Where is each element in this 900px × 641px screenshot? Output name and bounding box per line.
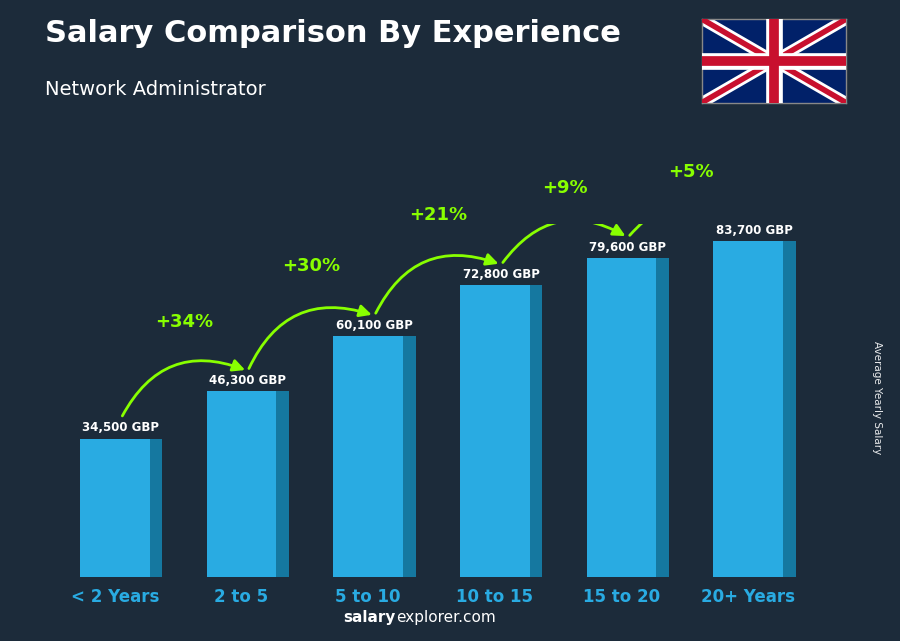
Bar	[460, 285, 530, 577]
FancyArrowPatch shape	[503, 221, 623, 262]
Text: 83,700 GBP: 83,700 GBP	[716, 224, 793, 237]
Text: +21%: +21%	[409, 206, 467, 224]
Text: Salary Comparison By Experience: Salary Comparison By Experience	[45, 19, 621, 48]
Polygon shape	[149, 438, 162, 577]
Text: 60,100 GBP: 60,100 GBP	[336, 319, 413, 332]
Text: +5%: +5%	[669, 163, 714, 181]
Bar	[714, 241, 783, 577]
Text: +9%: +9%	[542, 179, 588, 197]
Text: explorer.com: explorer.com	[396, 610, 496, 625]
Text: 34,500 GBP: 34,500 GBP	[83, 422, 159, 435]
FancyArrowPatch shape	[249, 306, 369, 369]
FancyArrowPatch shape	[122, 361, 242, 416]
FancyArrowPatch shape	[630, 199, 750, 235]
Bar	[207, 391, 276, 577]
Text: 46,300 GBP: 46,300 GBP	[209, 374, 286, 387]
Bar	[587, 258, 656, 577]
Text: Average Yearly Salary: Average Yearly Salary	[872, 341, 883, 454]
Text: 79,600 GBP: 79,600 GBP	[590, 240, 666, 254]
Text: +30%: +30%	[282, 258, 340, 276]
Text: salary: salary	[344, 610, 396, 625]
Polygon shape	[276, 391, 289, 577]
Polygon shape	[530, 285, 543, 577]
Text: Network Administrator: Network Administrator	[45, 80, 266, 99]
Polygon shape	[403, 336, 416, 577]
Bar	[333, 336, 403, 577]
Text: 72,800 GBP: 72,800 GBP	[463, 268, 539, 281]
Polygon shape	[783, 241, 796, 577]
FancyArrowPatch shape	[375, 254, 496, 313]
Text: +34%: +34%	[156, 313, 213, 331]
Bar	[80, 438, 149, 577]
Polygon shape	[656, 258, 669, 577]
